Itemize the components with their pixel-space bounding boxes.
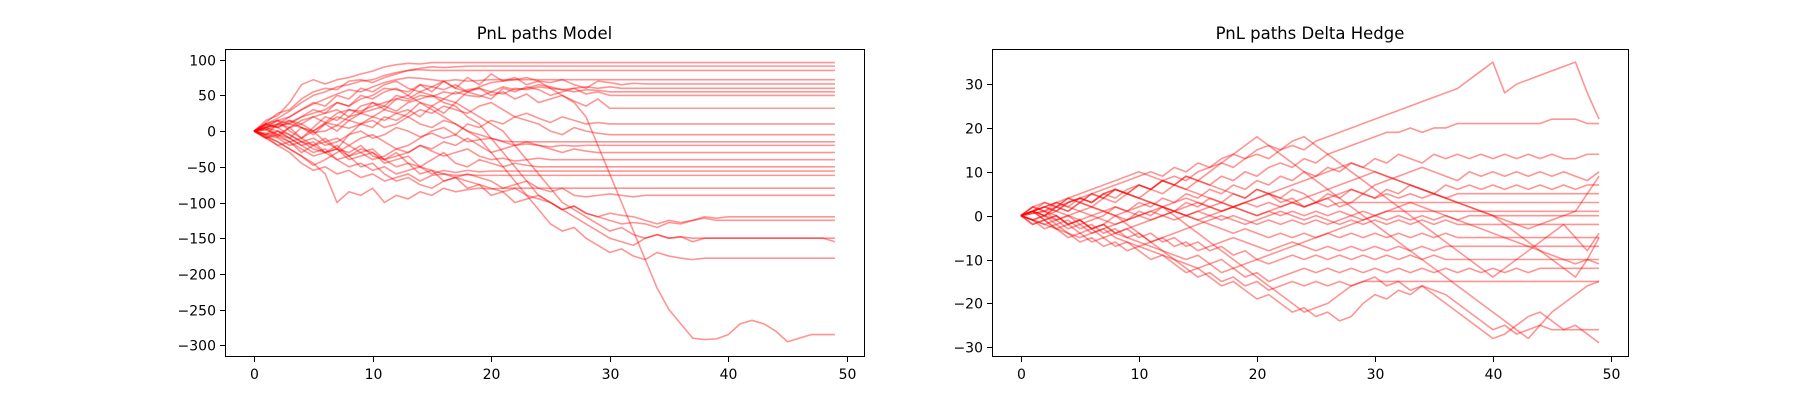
- y-tick-label: −250: [178, 304, 216, 320]
- series-line-11: [253, 126, 835, 147]
- chart-title: PnL paths Model: [477, 24, 612, 43]
- y-tick-label: −200: [178, 268, 216, 284]
- x-tick-label: 40: [720, 367, 738, 383]
- series-line-14: [1020, 201, 1600, 292]
- series-line-23: [253, 80, 836, 247]
- series-line-13: [1020, 214, 1600, 283]
- series-line-8: [1020, 201, 1600, 226]
- y-tick-label: 20: [965, 122, 983, 138]
- y-tick-label: 30: [965, 78, 983, 94]
- x-tick-label: 20: [1249, 367, 1267, 383]
- y-tick-label: 0: [207, 125, 216, 141]
- series-line-11: [1020, 214, 1600, 252]
- series-line-1: [1020, 118, 1600, 217]
- series-line-0: [1020, 61, 1600, 217]
- series-line-5: [1020, 188, 1600, 239]
- series-line-3: [1020, 166, 1600, 217]
- series-line-10: [253, 101, 835, 136]
- x-tick-label: 10: [365, 367, 383, 383]
- series-line-12: [253, 116, 835, 148]
- x-tick-label: 30: [1367, 367, 1385, 383]
- series-group: [253, 61, 836, 343]
- series-line-15: [253, 126, 835, 168]
- series-line-25: [253, 73, 835, 343]
- series-line-18: [253, 130, 835, 204]
- y-tick-label: 0: [974, 210, 983, 226]
- chart-title: PnL paths Delta Hedge: [1216, 24, 1405, 43]
- y-tick-label: −10: [953, 254, 983, 270]
- y-tick-label: −300: [178, 339, 216, 355]
- x-tick-label: 50: [839, 367, 857, 383]
- series-line-18: [1020, 135, 1600, 340]
- x-tick-label: 20: [483, 367, 501, 383]
- series-line-24: [253, 130, 835, 229]
- series-line-4: [253, 76, 835, 132]
- series-line-9: [253, 112, 835, 167]
- y-tick-label: −20: [953, 297, 983, 313]
- chart-pnl-paths-delta-hedge: 0 10 20 30 40 50 −30 −20 −10 0 10 20 30 PnL paths Del…: [953, 24, 1629, 383]
- series-line-16: [1020, 188, 1600, 344]
- series-line-6: [1020, 201, 1600, 221]
- series-line-12: [1020, 206, 1600, 270]
- series-line-21: [253, 101, 835, 239]
- series-line-3: [253, 76, 835, 132]
- series-line-7: [1020, 206, 1600, 239]
- series-line-0: [253, 61, 835, 132]
- x-tick-label: 0: [1017, 367, 1026, 383]
- series-line-19: [253, 126, 835, 198]
- y-tick-label: 10: [965, 166, 983, 182]
- series-line-20: [1020, 162, 1600, 230]
- series-line-2: [253, 68, 835, 132]
- y-tick-label: −30: [953, 341, 983, 357]
- x-tick-label: 50: [1603, 367, 1621, 383]
- series-line-10: [1020, 188, 1600, 239]
- y-tick-label: 100: [189, 54, 216, 70]
- series-line-13: [253, 130, 835, 161]
- axes-frame: [992, 49, 1629, 357]
- x-tick-label: 0: [250, 367, 259, 383]
- series-line-5: [253, 83, 835, 136]
- series-line-19: [1020, 171, 1600, 278]
- series-line-1: [253, 65, 835, 132]
- y-tick-label: −150: [178, 232, 216, 248]
- series-line-6: [253, 86, 835, 138]
- series-line-9: [1020, 210, 1600, 252]
- series-line-4: [1020, 184, 1600, 230]
- x-tick-label: 30: [602, 367, 620, 383]
- series-line-22: [253, 94, 835, 261]
- chart-pnl-paths-model: 0 10 20 30 40 50 −300 −250 −200 −150 −100 −50 0 50 100…: [178, 24, 865, 383]
- series-line-20: [253, 126, 835, 225]
- series-line-17: [1020, 135, 1600, 278]
- series-line-16: [253, 130, 835, 175]
- series-line-14: [253, 123, 835, 162]
- series-line-2: [1020, 153, 1600, 226]
- x-tick-label: 10: [1131, 367, 1149, 383]
- series-line-8: [253, 83, 835, 140]
- series-line-17: [253, 130, 835, 182]
- y-tick-label: −100: [178, 197, 216, 213]
- series-group: [1020, 61, 1600, 344]
- series-line-7: [253, 86, 835, 154]
- x-tick-label: 40: [1485, 367, 1503, 383]
- y-tick-label: 50: [198, 89, 216, 105]
- series-line-21: [1020, 201, 1600, 265]
- series-line-15: [1020, 215, 1600, 335]
- y-tick-label: −50: [186, 161, 216, 177]
